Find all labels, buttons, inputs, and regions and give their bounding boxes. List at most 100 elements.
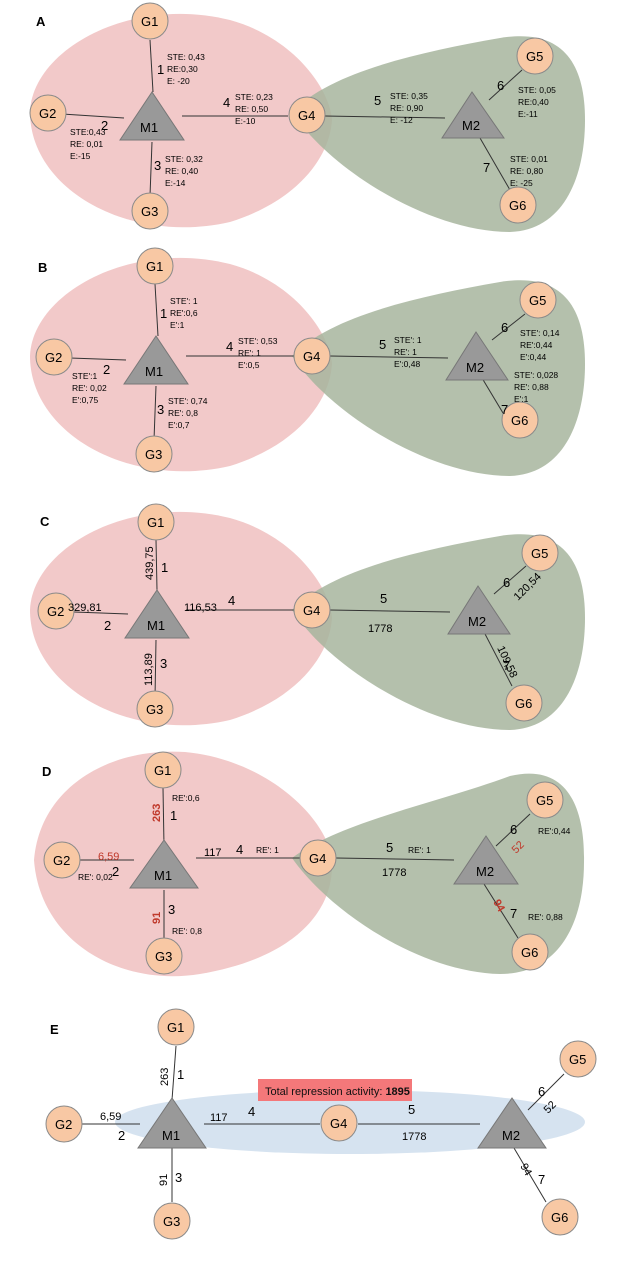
edge-5-label: 5	[379, 337, 386, 352]
m2-label: M2	[466, 360, 484, 375]
edge-1-label: 1	[177, 1067, 184, 1082]
svg-text:RE': 0,88: RE': 0,88	[514, 382, 549, 392]
g5-node	[559, 1040, 597, 1078]
edge-7-label: 7	[501, 402, 508, 417]
svg-text:STE': 0,14: STE': 0,14	[520, 328, 560, 338]
m1-label: M1	[145, 364, 163, 379]
annot-e6: STE': 0,14 RE':0,44 E':0,44	[520, 328, 560, 362]
svg-text:STE': 1: STE': 1	[170, 296, 198, 306]
g3-node	[131, 192, 169, 230]
edge-3-line	[149, 141, 153, 197]
g6-label: G6	[509, 198, 526, 213]
svg-text:E':1: E':1	[514, 394, 529, 404]
edge-5-label: 5	[380, 591, 387, 606]
value-e1: 439,75	[144, 546, 156, 580]
value-e4: 117	[204, 847, 222, 859]
svg-text:RE': 1: RE': 1	[238, 348, 261, 358]
edge-6-line	[527, 1073, 565, 1111]
annot-e4: STE': 0,53 RE': 1 E':0,5	[238, 336, 278, 370]
g1-label: G1	[147, 515, 164, 530]
panel-d: D M1 M2 G1 G2 G3 G4 G5 G6 1 2 3 4 5 6 7 …	[34, 751, 585, 977]
edge-3-line	[154, 639, 157, 699]
g2-label: G2	[55, 1117, 72, 1132]
g1-node	[157, 1008, 195, 1046]
edge-4-label: 4	[223, 95, 230, 110]
value-e3: 91	[151, 912, 163, 924]
g3-label: G3	[146, 702, 163, 717]
g2-node	[43, 841, 81, 879]
annot-e6: STE: 0,05 RE:0,40 E:-11	[518, 85, 556, 119]
svg-text:E':0,5: E':0,5	[238, 360, 260, 370]
svg-text:RE: 0,50: RE: 0,50	[235, 104, 268, 114]
edge-7-line	[483, 883, 519, 939]
edge-6-label: 6	[538, 1084, 545, 1099]
svg-text:E:-10: E:-10	[235, 116, 256, 126]
edge-5-label: 5	[386, 840, 393, 855]
left-region	[30, 13, 332, 228]
g1-label: G1	[154, 763, 171, 778]
value-e1: 263	[159, 1068, 171, 1086]
g3-node	[153, 1202, 191, 1240]
edge-5-line	[329, 609, 451, 613]
value-e3: 113,89	[143, 653, 155, 686]
g4-label: G4	[330, 1116, 347, 1131]
g2-label: G2	[39, 106, 56, 121]
g1-node	[136, 247, 174, 285]
g3-label: G3	[141, 204, 158, 219]
g3-node	[145, 937, 183, 975]
svg-text:RE': 0,8: RE': 0,8	[168, 408, 198, 418]
g6-node	[505, 684, 543, 722]
g2-node	[35, 338, 73, 376]
svg-text:RE': 0,02: RE': 0,02	[72, 383, 107, 393]
re-e7: RE': 0,88	[528, 912, 563, 922]
edge-2-label: 2	[103, 362, 110, 377]
edge-1-label: 1	[170, 808, 177, 823]
re-e1: RE':0,6	[172, 793, 200, 803]
g6-node	[511, 933, 549, 971]
edge-7-label: 7	[538, 1172, 545, 1187]
svg-text:STE: 0,43: STE: 0,43	[167, 52, 205, 62]
svg-text:STE: 0,32: STE: 0,32	[165, 154, 203, 164]
right-region	[292, 773, 585, 974]
edge-5-label: 5	[408, 1102, 415, 1117]
edge-6-label: 6	[503, 575, 510, 590]
g3-label: G3	[163, 1214, 180, 1229]
annot-e2: STE':1 RE': 0,02 E':0,75	[72, 371, 107, 405]
g6-node	[541, 1198, 579, 1236]
g1-label: G1	[146, 259, 163, 274]
edge-1-line	[171, 1045, 177, 1101]
m1-triangle	[137, 1097, 207, 1149]
g3-node	[135, 435, 173, 473]
panel-label: C	[40, 514, 50, 529]
panel-label: E	[50, 1022, 59, 1037]
annot-e7: STE: 0,01 RE: 0,80 E: -25	[510, 154, 548, 188]
g4-label: G4	[298, 108, 315, 123]
g2-node	[29, 94, 67, 132]
left-region	[30, 511, 332, 726]
svg-text:STE': 0,028: STE': 0,028	[514, 370, 558, 380]
edge-2-line	[73, 611, 129, 615]
g4-node	[293, 337, 331, 375]
svg-text:STE:0,43: STE:0,43	[70, 127, 106, 137]
svg-text:STE: 0,35: STE: 0,35	[390, 91, 428, 101]
m2-triangle	[453, 835, 519, 885]
svg-text:E: -12: E: -12	[390, 115, 413, 125]
edge-1-line	[155, 539, 158, 591]
left-region	[30, 257, 332, 472]
svg-text:E:-14: E:-14	[165, 178, 186, 188]
svg-text:STE: 0,23: STE: 0,23	[235, 92, 273, 102]
edge-1-line	[162, 787, 165, 847]
g5-node	[521, 534, 559, 572]
g1-label: G1	[167, 1020, 184, 1035]
panel-b: B M1 M2 G1 G2 G3 G4 G5 G6 1 2 3 4 5 6 7 …	[30, 247, 585, 476]
re-e5: RE': 1	[408, 845, 431, 855]
left-region	[34, 751, 333, 977]
edge-4-label: 4	[228, 593, 235, 608]
g6-label: G6	[521, 945, 538, 960]
edge-1-label: 1	[160, 306, 167, 321]
m1-triangle	[119, 91, 185, 141]
svg-text:STE': 0,74: STE': 0,74	[168, 396, 208, 406]
edge-7-line	[479, 137, 511, 191]
g5-label: G5	[569, 1052, 586, 1067]
value-e4: 117	[210, 1112, 228, 1124]
